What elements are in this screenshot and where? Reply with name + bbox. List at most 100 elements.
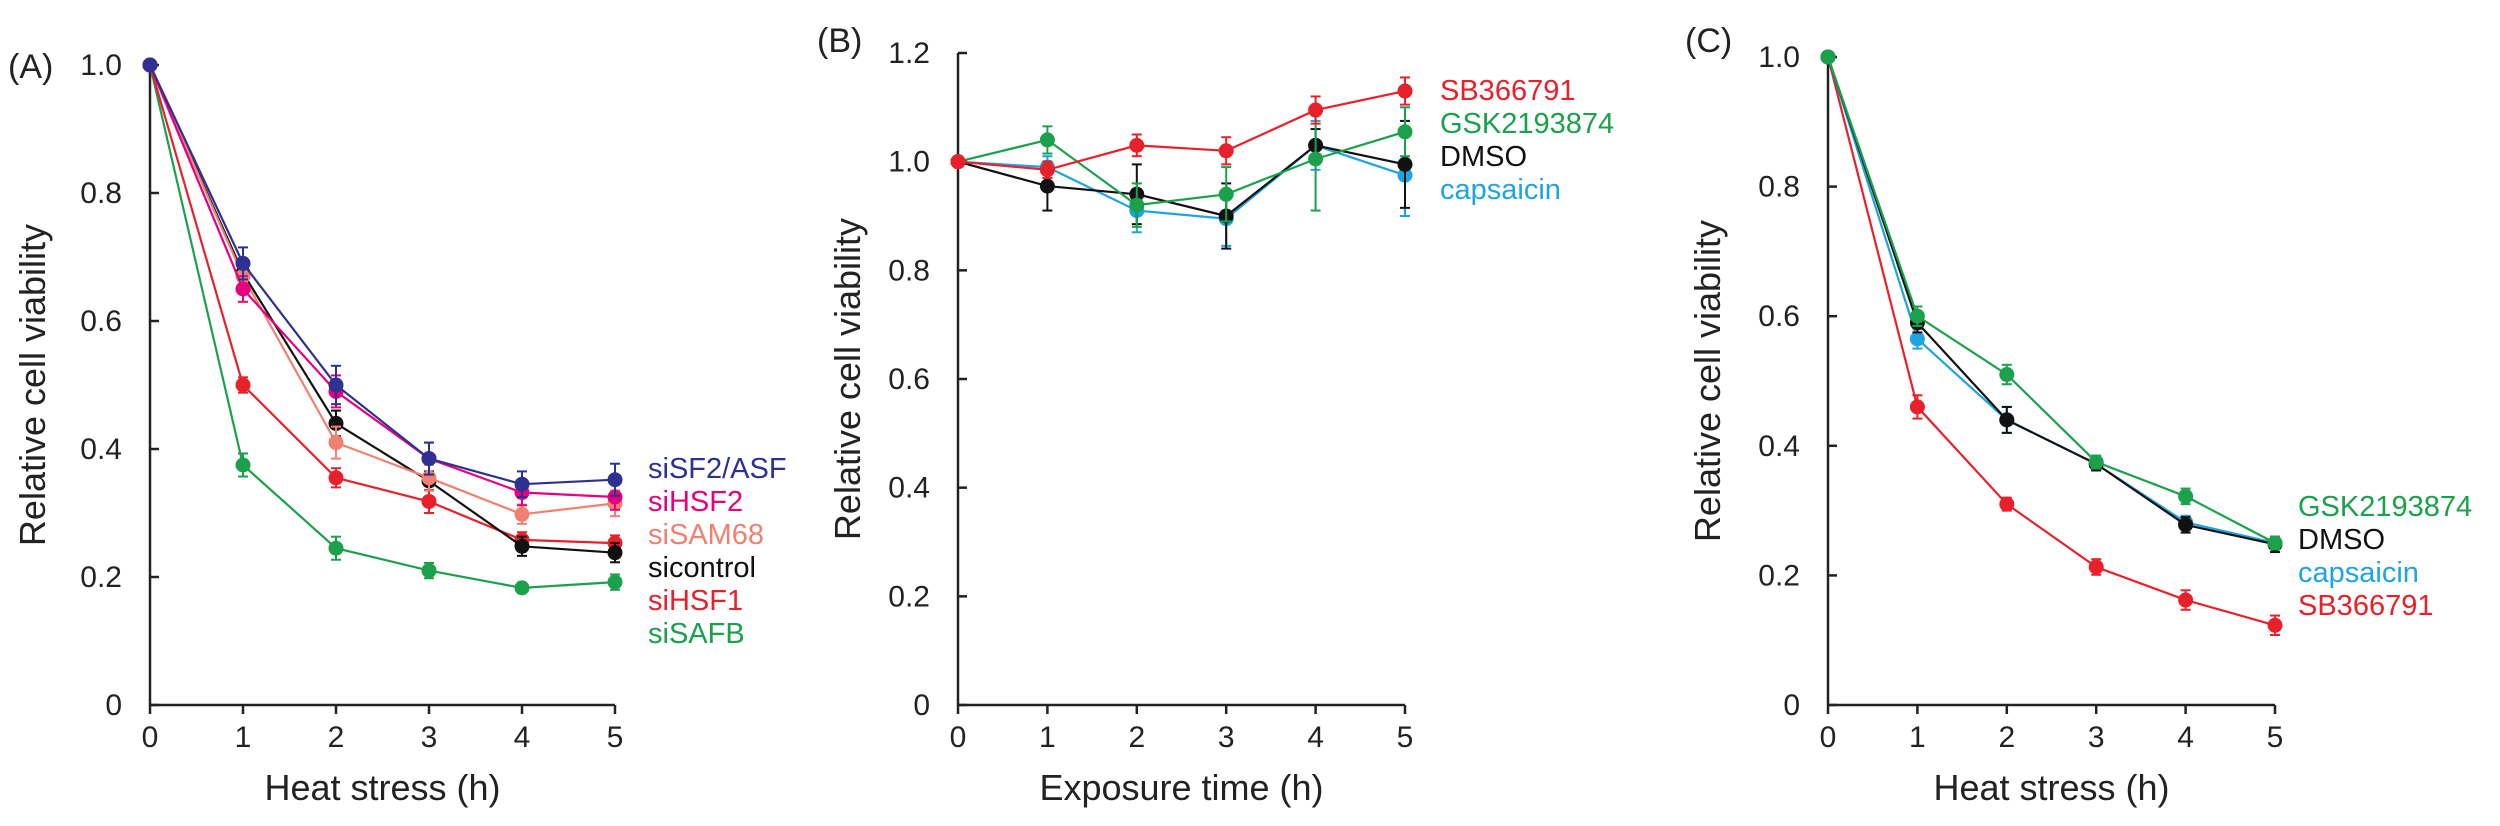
y-tick-label: 0.6 — [888, 363, 930, 396]
data-point — [235, 457, 251, 473]
data-point — [2178, 488, 2194, 504]
data-point — [1909, 331, 1925, 347]
data-point — [514, 580, 530, 596]
x-tick-label: 5 — [1397, 721, 1414, 754]
series-sicontrol — [142, 57, 623, 564]
data-point — [1909, 399, 1925, 415]
x-tick-label: 2 — [1998, 721, 2015, 754]
legend-entry: GSK2193874 — [1440, 108, 1614, 140]
data-point — [1909, 308, 1925, 324]
x-tick-label: 1 — [1039, 721, 1056, 754]
y-tick-label: 1.2 — [888, 37, 930, 70]
series-sisf2-asf — [142, 57, 623, 498]
data-point — [607, 574, 623, 590]
series-dmso — [950, 119, 1413, 250]
y-tick-label: 0 — [913, 689, 930, 722]
data-point — [1039, 178, 1055, 194]
data-point — [2088, 559, 2104, 575]
y-tick-label: 0.2 — [1758, 559, 1800, 592]
data-point — [1999, 367, 2015, 383]
data-point — [421, 451, 437, 467]
y-tick-label: 0 — [105, 689, 122, 722]
legend-entry: siSF2/ASF — [648, 453, 787, 485]
data-point — [1039, 132, 1055, 148]
y-tick-label: 0.4 — [80, 433, 122, 466]
x-axis-label: Exposure time (h) — [1039, 767, 1323, 808]
legend-entry: capsaicin — [1440, 174, 1561, 206]
data-point — [235, 281, 251, 297]
data-point — [421, 493, 437, 509]
data-point — [2178, 517, 2194, 533]
x-tick-label: 2 — [1128, 721, 1145, 754]
series-line — [148, 64, 616, 545]
x-tick-label: 0 — [142, 721, 159, 754]
y-tick-label: 1.0 — [1758, 41, 1800, 74]
legend-entry: SB366791 — [2298, 590, 2433, 622]
legend-entry: sicontrol — [648, 552, 756, 584]
x-tick-label: 1 — [1909, 721, 1926, 754]
data-point — [1999, 412, 2015, 428]
data-point — [1397, 156, 1413, 172]
data-point — [421, 563, 437, 579]
y-tick-label: 0.8 — [1758, 171, 1800, 204]
x-tick-label: 4 — [1307, 721, 1324, 754]
x-tick-label: 0 — [1820, 721, 1837, 754]
series-capsaicin — [950, 119, 1413, 247]
legend-entry: siSAFB — [648, 618, 745, 650]
data-point — [2267, 617, 2283, 633]
y-tick-label: 0.8 — [80, 177, 122, 210]
series-line — [149, 64, 616, 486]
series-line — [148, 64, 616, 590]
legend-entry: GSK2193874 — [2298, 491, 2472, 523]
y-tick-label: 1.0 — [888, 146, 930, 179]
y-axis-label: Relative cell viability — [12, 224, 53, 546]
data-point — [2088, 454, 2104, 470]
legend-entry: SB366791 — [1440, 75, 1575, 107]
x-tick-label: 5 — [2267, 721, 2284, 754]
data-point — [2178, 592, 2194, 608]
x-axis-label: Heat stress (h) — [1933, 767, 2169, 808]
data-point — [2267, 535, 2283, 551]
data-point — [1820, 49, 1836, 65]
panel-a: (A) 0 1 2 3 4 5 0 0.2 0.4 0.6 0.8 1.0 Heat stress (h)… — [8, 48, 787, 808]
y-axis-label: Relative cell viability — [827, 218, 868, 540]
series-sihsf1 — [142, 57, 623, 552]
legend-entry: DMSO — [1440, 141, 1527, 173]
legend-entry: siSAM68 — [648, 519, 764, 551]
y-tick-label: 0 — [1783, 689, 1800, 722]
y-tick-label: 0.4 — [888, 472, 930, 505]
data-point — [328, 540, 344, 556]
data-point — [950, 154, 966, 170]
data-point — [328, 435, 344, 451]
data-point — [607, 472, 623, 488]
y-tick-label: 0.2 — [888, 580, 930, 613]
legend-entry: siHSF1 — [648, 585, 743, 617]
y-tick-label: 1.0 — [80, 49, 122, 82]
data-point — [1039, 162, 1055, 178]
data-point — [514, 506, 530, 522]
x-tick-label: 3 — [421, 721, 438, 754]
series-line — [1826, 56, 2276, 627]
legend-entry: siHSF2 — [648, 486, 743, 518]
data-point — [235, 255, 251, 271]
series-line — [148, 64, 616, 516]
data-point — [1218, 143, 1234, 159]
x-tick-label: 2 — [328, 721, 345, 754]
series-line — [1826, 56, 2276, 544]
x-axis-label: Heat stress (h) — [264, 767, 500, 808]
series-line — [957, 144, 1406, 220]
series-sb366791 — [1820, 49, 2283, 637]
series-line — [148, 64, 616, 499]
series-line — [957, 130, 1406, 207]
series-line — [1826, 56, 2276, 546]
data-point — [1999, 496, 2015, 512]
panel-label: (C) — [1685, 22, 1732, 60]
x-tick-label: 5 — [607, 721, 624, 754]
data-point — [1218, 186, 1234, 202]
series-sisafb — [142, 57, 623, 596]
series-gsk2193874 — [1820, 49, 2283, 551]
legend-entry: capsaicin — [2298, 557, 2419, 589]
data-point — [1308, 151, 1324, 167]
panel-label: (A) — [8, 48, 53, 86]
